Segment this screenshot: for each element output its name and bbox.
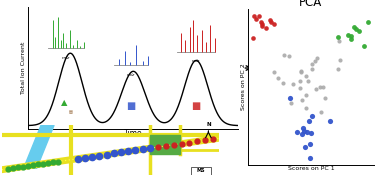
Y-axis label: Scores on PC 2: Scores on PC 2 xyxy=(241,63,246,110)
Point xyxy=(337,59,343,61)
Point xyxy=(309,115,315,118)
Point xyxy=(275,76,281,79)
Point xyxy=(285,55,291,57)
Point xyxy=(317,85,323,88)
Point xyxy=(366,21,372,24)
Point xyxy=(305,79,311,82)
Point xyxy=(287,97,293,100)
Point xyxy=(280,81,287,84)
Point xyxy=(356,29,362,32)
Point xyxy=(299,133,305,136)
Point xyxy=(259,24,265,27)
Point xyxy=(308,68,314,71)
Point xyxy=(294,131,300,134)
Y-axis label: Total Ion Current: Total Ion Current xyxy=(20,42,26,94)
Point xyxy=(322,97,328,100)
Point xyxy=(319,85,325,88)
Text: ■: ■ xyxy=(127,101,136,111)
Point xyxy=(256,15,262,18)
Point xyxy=(307,131,313,134)
Text: ■: ■ xyxy=(192,101,201,111)
Text: ▲: ▲ xyxy=(61,98,67,107)
Point xyxy=(353,27,359,30)
Point xyxy=(299,70,305,73)
Point xyxy=(268,21,274,24)
Point xyxy=(313,87,319,90)
Point xyxy=(251,15,257,18)
Point xyxy=(307,156,313,159)
Point xyxy=(299,99,305,102)
Point xyxy=(314,56,321,59)
Text: N: N xyxy=(206,122,211,127)
Point xyxy=(345,33,352,36)
Point xyxy=(312,60,318,63)
Text: MS: MS xyxy=(197,168,205,173)
Point xyxy=(335,35,341,38)
Point xyxy=(297,87,303,90)
Point xyxy=(303,74,309,77)
Point xyxy=(250,37,256,39)
Point xyxy=(290,83,296,85)
X-axis label: Time: Time xyxy=(124,129,143,138)
Point xyxy=(280,54,287,57)
Point xyxy=(266,18,273,21)
Point xyxy=(257,21,263,24)
Point xyxy=(348,34,354,37)
Point xyxy=(307,142,313,145)
Point xyxy=(336,39,342,42)
Point xyxy=(302,146,308,149)
Point xyxy=(303,94,309,97)
Point xyxy=(350,25,356,28)
Point xyxy=(253,18,259,20)
Point xyxy=(297,79,303,82)
Point xyxy=(304,131,310,134)
X-axis label: Scores on PC 1: Scores on PC 1 xyxy=(288,166,334,171)
Point xyxy=(300,126,306,129)
Text: $m/z$: $m/z$ xyxy=(61,54,71,61)
Point xyxy=(301,129,307,132)
Text: $m/z$: $m/z$ xyxy=(191,57,201,64)
Point xyxy=(271,22,277,25)
Point xyxy=(348,37,354,40)
Bar xyxy=(191,167,211,175)
Point xyxy=(263,26,269,29)
Point xyxy=(298,70,304,73)
Text: $m/z$: $m/z$ xyxy=(126,71,136,78)
Point xyxy=(271,71,277,74)
Text: ▤: ▤ xyxy=(68,110,72,114)
Point xyxy=(259,23,265,26)
Point xyxy=(318,111,324,113)
Polygon shape xyxy=(23,125,54,168)
Bar xyxy=(150,135,180,154)
Point xyxy=(288,102,294,105)
Point xyxy=(303,107,309,110)
Point xyxy=(327,120,333,123)
Point xyxy=(306,120,312,122)
Title: PCA: PCA xyxy=(299,0,322,9)
Point xyxy=(361,45,367,47)
Point xyxy=(335,67,341,70)
Point xyxy=(309,62,315,65)
